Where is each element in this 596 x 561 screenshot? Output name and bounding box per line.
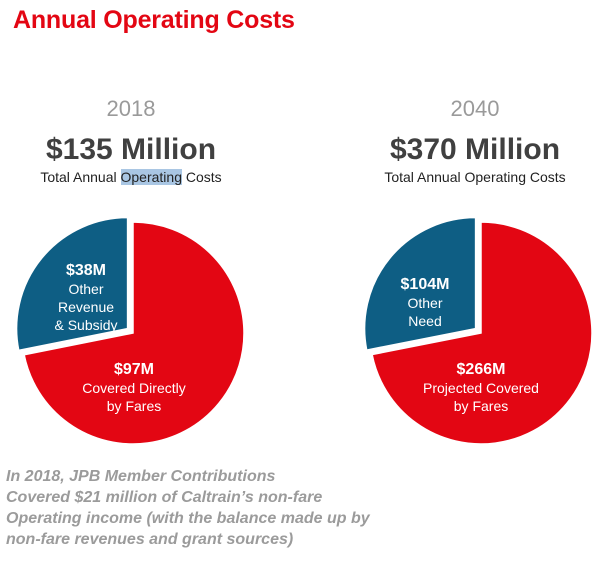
pie-slice-desc-label: Covered Directly <box>82 380 185 396</box>
footnote-line: non-fare revenues and grant sources) <box>6 531 294 548</box>
footnote-line: Operating income (with the balance made … <box>6 510 370 527</box>
pie-slice-2040-0 <box>371 221 593 445</box>
chart-2018-subtitle: Total Annual Operating Costs <box>0 168 271 186</box>
pie-slice-value-label: $38M <box>66 262 106 279</box>
chart-2018-subtitle-post: Costs <box>181 169 222 185</box>
footnote: In 2018, JPB Member Contributions Covere… <box>6 466 566 550</box>
pie-slice-desc-label: Other <box>407 295 442 311</box>
footnote-line: In 2018, JPB Member Contributions <box>6 468 276 485</box>
pie-slice-2040-1 <box>363 216 477 351</box>
pie-slice-2018-1 <box>15 216 129 352</box>
chart-2040-header: 2040 $370 Million Total Annual Operating… <box>335 96 596 186</box>
chart-2040-subtitle-pre: Total Annual Operating Costs <box>384 169 566 185</box>
chart-2040-year: 2040 <box>450 96 500 121</box>
chart-2018-header: 2018 $135 Million Total Annual Operating… <box>0 96 271 186</box>
chart-2018-subtitle-pre: Total Annual <box>40 169 121 185</box>
pie-slice-desc-label: by Fares <box>454 398 508 414</box>
chart-2018-year: 2018 <box>106 96 156 121</box>
pie-slice-desc-label: Other <box>68 281 103 297</box>
pie-slice-desc-label: Revenue <box>58 299 114 315</box>
chart-2018-total: $135 Million <box>45 133 217 166</box>
pie-chart-2040: $266M Projected Covered by Fares $104M Other… <box>363 216 593 445</box>
pie-slice-desc-label: & Subsidy <box>54 317 117 333</box>
pie-slice-value-label: $104M <box>401 276 450 293</box>
page-title: Annual Operating Costs <box>13 6 295 34</box>
footnote-line: Covered $21 million of Caltrain’s non-fa… <box>6 489 323 506</box>
chart-2040-total: $370 Million <box>389 133 561 166</box>
pie-chart-2018: $97M Covered Directly by Fares $38M Other Rev… <box>15 216 245 445</box>
chart-2018-subtitle-highlight: Operating <box>120 169 182 185</box>
pie-slice-value-label: $266M <box>457 361 506 378</box>
pie-slice-desc-label: Need <box>408 313 441 329</box>
pie-slice-2018-0 <box>23 221 245 445</box>
pie-slice-value-label: $97M <box>114 361 154 378</box>
chart-2040-subtitle: Total Annual Operating Costs <box>335 168 596 186</box>
pie-slice-desc-label: by Fares <box>107 398 161 414</box>
pie-slice-desc-label: Projected Covered <box>423 380 539 396</box>
